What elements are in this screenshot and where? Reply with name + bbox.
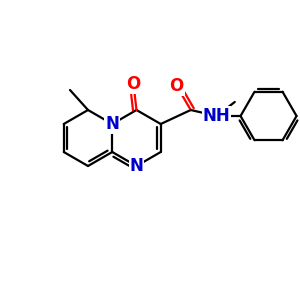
Text: N: N [105, 115, 119, 133]
Text: O: O [126, 75, 141, 93]
Text: NH: NH [203, 107, 231, 125]
Text: N: N [130, 157, 143, 175]
Text: O: O [169, 77, 184, 95]
